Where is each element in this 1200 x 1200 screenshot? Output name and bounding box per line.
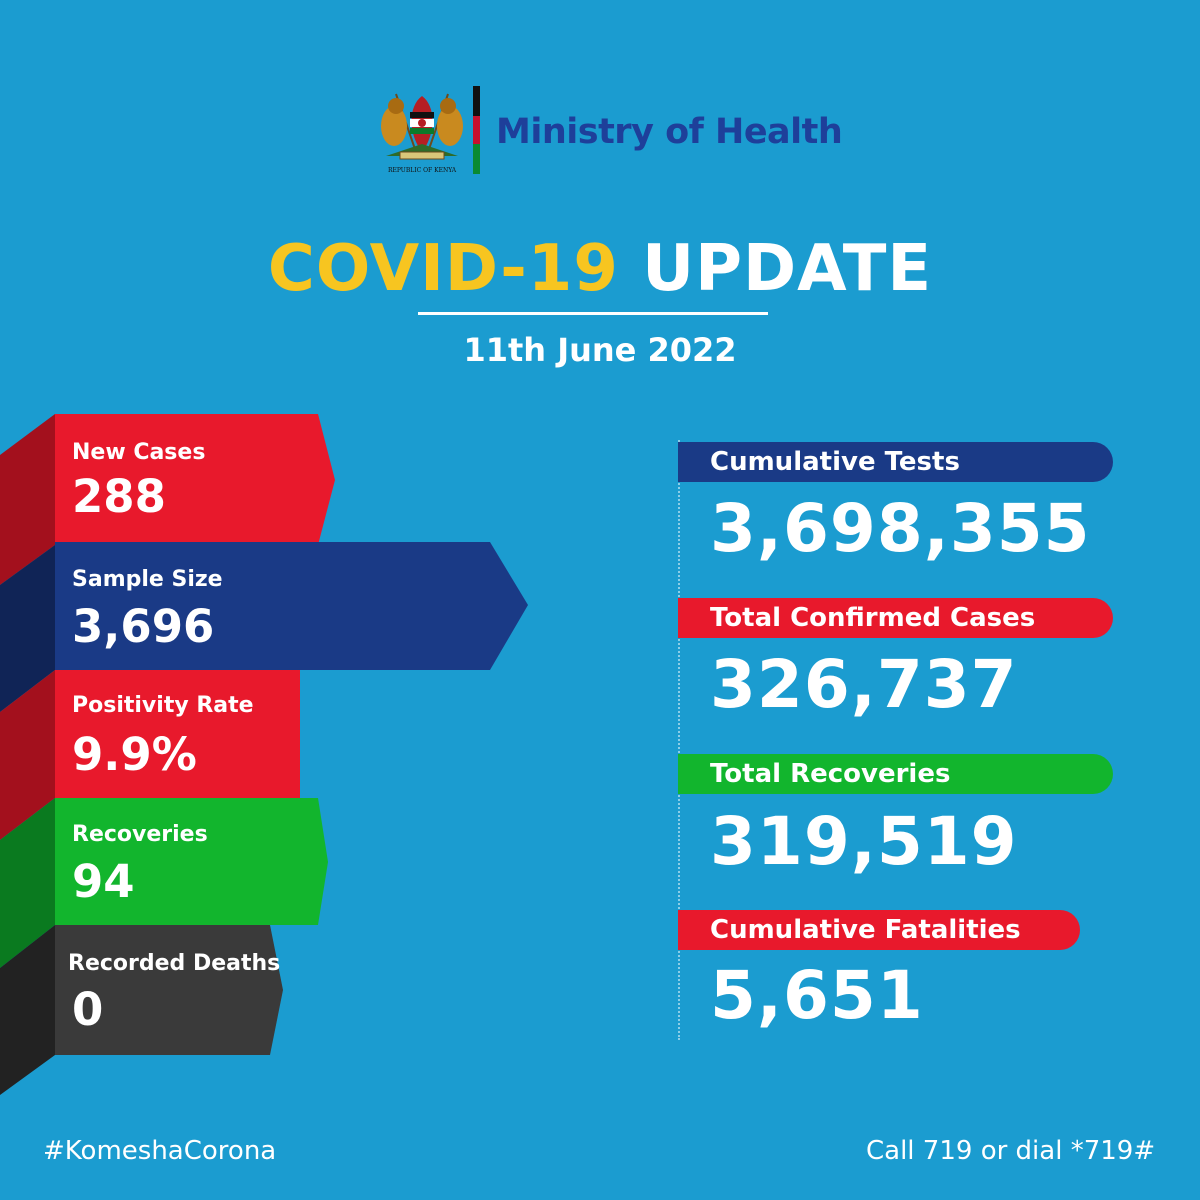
fatalities-pill (678, 910, 1080, 950)
new-cases-value: 288 (72, 470, 166, 523)
sample-size-ribbon (55, 542, 528, 670)
new-cases-ribbon (55, 414, 335, 545)
recorded-deaths-label: Recorded Deaths (68, 951, 281, 976)
fatalities-label: Cumulative Fatalities (710, 915, 1021, 945)
deaths-ribbon (55, 925, 283, 1055)
recoveries-value: 94 (72, 855, 135, 908)
sample-size-value: 3,696 (72, 600, 215, 653)
update-date: 11th June 2022 (463, 331, 737, 369)
column-divider (678, 440, 680, 1040)
cumulative-tests-value: 3,698,355 (710, 490, 1091, 567)
cumulative-tests-pill (678, 442, 1113, 482)
recoveries-label: Recoveries (72, 822, 208, 847)
fatalities-value: 5,651 (710, 957, 924, 1034)
positivity-rate-label: Positivity Rate (72, 693, 254, 718)
title-divider (418, 312, 768, 315)
cumulative-tests-label: Cumulative Tests (710, 447, 960, 477)
total-recoveries-pill (678, 754, 1113, 794)
coat-of-arms-icon: REPUBLIC OF KENYA (376, 86, 468, 176)
positivity-ribbon (55, 670, 300, 798)
hashtag: #KomeshaCorona (43, 1136, 277, 1166)
sample-size-label: Sample Size (72, 567, 223, 592)
recoveries-ribbon (55, 798, 328, 925)
recorded-deaths-value: 0 (72, 983, 104, 1036)
new-cases-label: New Cases (72, 440, 206, 465)
kenya-flag-bar (473, 86, 480, 174)
positivity-rate-value: 9.9% (72, 728, 197, 781)
page-title: COVID-19 UPDATE (0, 232, 1200, 306)
title-highlight: COVID-19 (267, 232, 619, 306)
total-recoveries-value: 319,519 (710, 803, 1018, 880)
crest-caption: REPUBLIC OF KENYA (388, 167, 457, 174)
hotline-text: Call 719 or dial *719# (866, 1136, 1156, 1166)
ministry-name: Ministry of Health (496, 112, 843, 152)
confirmed-cases-pill (678, 598, 1113, 638)
confirmed-cases-value: 326,737 (710, 646, 1018, 723)
confirmed-cases-label: Total Confirmed Cases (710, 603, 1036, 633)
total-recoveries-label: Total Recoveries (710, 759, 951, 789)
title-rest: UPDATE (642, 232, 933, 306)
